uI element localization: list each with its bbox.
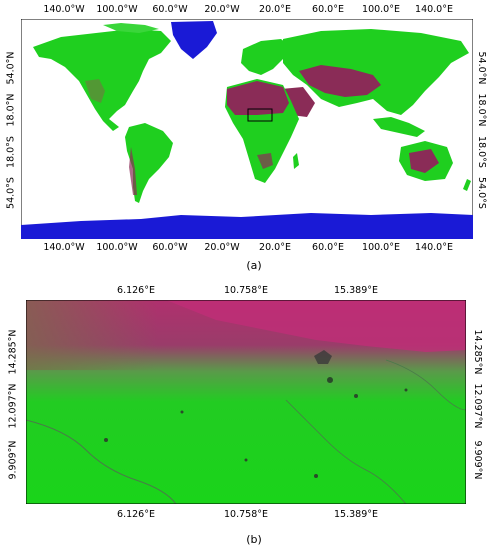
left-tick-label: 18.0°S	[5, 136, 17, 168]
left-tick-label: 9.909°N	[7, 440, 19, 480]
top-tick-label: 15.389°E	[334, 285, 378, 296]
bottom-tick-label: 60.0°E	[312, 242, 344, 253]
asia-desert	[299, 65, 381, 97]
river	[385, 359, 466, 411]
bottom-tick-label: 60.0°W	[152, 242, 188, 253]
europe-land	[241, 39, 291, 75]
top-tick-label: 20.0°W	[204, 4, 240, 15]
right-tick-label: 14.285°N	[471, 329, 483, 375]
desert-band	[166, 300, 466, 352]
lake-chad	[314, 350, 332, 364]
caption-b: (b)	[246, 533, 262, 546]
left-tick-label: 54.0°N	[5, 51, 17, 85]
top-tick-label: 10.758°E	[224, 285, 268, 296]
river	[285, 399, 407, 504]
study-area-box	[247, 108, 273, 122]
caption-a: (a)	[246, 259, 262, 272]
bottom-tick-label: 140.0°W	[43, 242, 85, 253]
bottom-tick-label: 6.126°E	[117, 509, 155, 520]
right-tick-label: 9.909°N	[471, 440, 483, 480]
top-tick-label: 100.0°E	[362, 4, 400, 15]
left-tick-label: 54.0°S	[5, 177, 17, 209]
andes-dry	[129, 147, 137, 195]
north-america-land	[33, 29, 171, 131]
australia-desert	[409, 149, 439, 173]
bottom-tick-label: 10.758°E	[224, 509, 268, 520]
top-tick-label: 140.0°W	[43, 4, 85, 15]
top-tick-label: 20.0°E	[259, 4, 291, 15]
bottom-tick-label: 140.0°E	[415, 242, 453, 253]
top-tick-label: 6.126°E	[117, 285, 155, 296]
south-america-land	[125, 123, 173, 203]
top-tick-label: 100.0°W	[96, 4, 138, 15]
greenland-ice	[171, 21, 217, 59]
world-map-panel: 140.0°W 100.0°W 60.0°W 20.0°W 20.0°E 60.…	[5, 4, 487, 272]
west-dryland	[85, 79, 105, 103]
bottom-tick-label: 100.0°W	[96, 242, 138, 253]
top-tick-label: 60.0°W	[152, 4, 188, 15]
southeast-asia-islands	[373, 117, 425, 137]
arctic-islands	[103, 23, 159, 33]
right-tick-label: 18.0°S	[475, 136, 487, 168]
top-tick-label: 60.0°E	[312, 4, 344, 15]
kalahari-dry	[257, 153, 273, 169]
top-tick-label: 140.0°E	[415, 4, 453, 15]
right-tick-label: 12.097°N	[471, 383, 483, 429]
study-area-panel: 6.126°E 10.758°E 15.389°E 14.285°N 12.09…	[0, 280, 490, 550]
sahara-desert	[227, 81, 289, 115]
right-tick-label: 54.0°N	[475, 51, 487, 85]
bottom-tick-label: 20.0°E	[259, 242, 291, 253]
antarctica-ice	[21, 213, 473, 239]
bottom-tick-label: 100.0°E	[362, 242, 400, 253]
river	[26, 419, 177, 504]
bottom-tick-label: 15.389°E	[334, 509, 378, 520]
left-tick-label: 14.285°N	[7, 329, 19, 375]
left-tick-label: 18.0°N	[5, 93, 17, 127]
right-tick-label: 54.0°S	[475, 177, 487, 209]
study-area-image	[26, 300, 466, 504]
world-map-image	[21, 19, 473, 239]
bottom-tick-label: 20.0°W	[204, 242, 240, 253]
left-tick-label: 12.097°N	[7, 383, 19, 429]
right-tick-label: 18.0°N	[475, 93, 487, 127]
